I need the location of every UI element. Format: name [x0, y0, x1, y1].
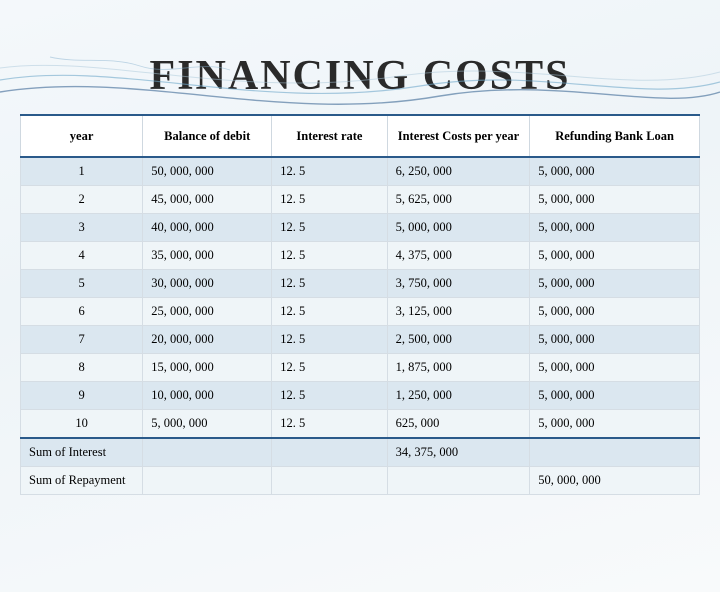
sum-interest-row: Sum of Interest 34, 375, 000	[21, 438, 700, 467]
cell-refund: 5, 000, 000	[530, 242, 700, 270]
cell-cost: 1, 250, 000	[387, 382, 530, 410]
cell-rate: 12. 5	[272, 270, 387, 298]
cell-balance: 30, 000, 000	[143, 270, 272, 298]
cell-refund: 5, 000, 000	[530, 382, 700, 410]
page-title: FINANCING COSTS	[0, 52, 720, 100]
empty-cell	[272, 467, 387, 495]
cell-cost: 625, 000	[387, 410, 530, 439]
cell-balance: 10, 000, 000	[143, 382, 272, 410]
cell-balance: 20, 000, 000	[143, 326, 272, 354]
cell-cost: 5, 625, 000	[387, 186, 530, 214]
table-row: 245, 000, 00012. 55, 625, 0005, 000, 000	[21, 186, 700, 214]
table-row: 105, 000, 00012. 5625, 0005, 000, 000	[21, 410, 700, 439]
cell-rate: 12. 5	[272, 242, 387, 270]
col-header-refund: Refunding Bank Loan	[530, 115, 700, 157]
cell-rate: 12. 5	[272, 157, 387, 186]
table-row: 910, 000, 00012. 51, 250, 0005, 000, 000	[21, 382, 700, 410]
cell-balance: 5, 000, 000	[143, 410, 272, 439]
cell-year: 9	[21, 382, 143, 410]
cell-rate: 12. 5	[272, 354, 387, 382]
table-row: 720, 000, 00012. 52, 500, 0005, 000, 000	[21, 326, 700, 354]
cell-refund: 5, 000, 000	[530, 270, 700, 298]
table-row: 530, 000, 00012. 53, 750, 0005, 000, 000	[21, 270, 700, 298]
cell-rate: 12. 5	[272, 382, 387, 410]
cell-balance: 15, 000, 000	[143, 354, 272, 382]
cell-cost: 6, 250, 000	[387, 157, 530, 186]
cell-year: 7	[21, 326, 143, 354]
cell-year: 4	[21, 242, 143, 270]
sum-repay-label: Sum of Repayment	[21, 467, 143, 495]
cell-rate: 12. 5	[272, 326, 387, 354]
col-header-cost: Interest Costs per year	[387, 115, 530, 157]
cell-year: 3	[21, 214, 143, 242]
cell-year: 5	[21, 270, 143, 298]
financing-table-wrap: year Balance of debit Interest rate Inte…	[20, 114, 700, 495]
cell-rate: 12. 5	[272, 186, 387, 214]
table-row: 340, 000, 00012. 55, 000, 0005, 000, 000	[21, 214, 700, 242]
table-header-row: year Balance of debit Interest rate Inte…	[21, 115, 700, 157]
cell-cost: 1, 875, 000	[387, 354, 530, 382]
cell-cost: 3, 125, 000	[387, 298, 530, 326]
cell-rate: 12. 5	[272, 214, 387, 242]
col-header-balance: Balance of debit	[143, 115, 272, 157]
cell-year: 2	[21, 186, 143, 214]
table-row: 150, 000, 00012. 56, 250, 0005, 000, 000	[21, 157, 700, 186]
cell-refund: 5, 000, 000	[530, 354, 700, 382]
table-row: 435, 000, 00012. 54, 375, 0005, 000, 000	[21, 242, 700, 270]
cell-year: 8	[21, 354, 143, 382]
cell-year: 10	[21, 410, 143, 439]
cell-year: 6	[21, 298, 143, 326]
cell-refund: 5, 000, 000	[530, 214, 700, 242]
empty-cell	[387, 467, 530, 495]
cell-balance: 40, 000, 000	[143, 214, 272, 242]
cell-cost: 3, 750, 000	[387, 270, 530, 298]
cell-refund: 5, 000, 000	[530, 410, 700, 439]
cell-balance: 50, 000, 000	[143, 157, 272, 186]
empty-cell	[272, 438, 387, 467]
cell-balance: 25, 000, 000	[143, 298, 272, 326]
cell-refund: 5, 000, 000	[530, 186, 700, 214]
empty-cell	[143, 438, 272, 467]
col-header-rate: Interest rate	[272, 115, 387, 157]
empty-cell	[143, 467, 272, 495]
table-row: 625, 000, 00012. 53, 125, 0005, 000, 000	[21, 298, 700, 326]
cell-refund: 5, 000, 000	[530, 326, 700, 354]
cell-refund: 5, 000, 000	[530, 157, 700, 186]
sum-interest-label: Sum of Interest	[21, 438, 143, 467]
sum-repayment-row: Sum of Repayment 50, 000, 000	[21, 467, 700, 495]
financing-table: year Balance of debit Interest rate Inte…	[20, 114, 700, 495]
cell-cost: 4, 375, 000	[387, 242, 530, 270]
cell-balance: 45, 000, 000	[143, 186, 272, 214]
cell-rate: 12. 5	[272, 298, 387, 326]
sum-interest-value: 34, 375, 000	[387, 438, 530, 467]
cell-balance: 35, 000, 000	[143, 242, 272, 270]
cell-cost: 2, 500, 000	[387, 326, 530, 354]
cell-rate: 12. 5	[272, 410, 387, 439]
col-header-year: year	[21, 115, 143, 157]
sum-repay-value: 50, 000, 000	[530, 467, 700, 495]
cell-year: 1	[21, 157, 143, 186]
table-row: 815, 000, 00012. 51, 875, 0005, 000, 000	[21, 354, 700, 382]
cell-cost: 5, 000, 000	[387, 214, 530, 242]
empty-cell	[530, 438, 700, 467]
cell-refund: 5, 000, 000	[530, 298, 700, 326]
